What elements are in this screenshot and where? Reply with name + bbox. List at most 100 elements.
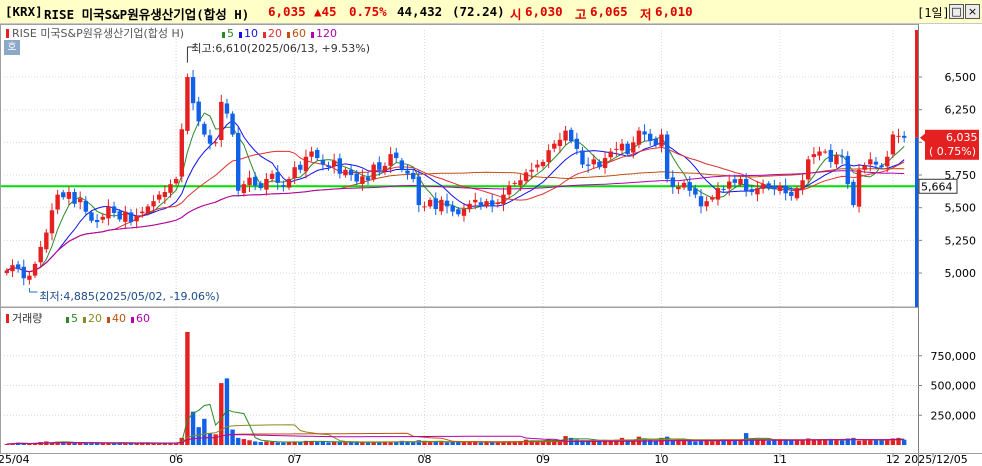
candle-body	[664, 134, 670, 179]
time-tick-label: 07	[288, 453, 302, 466]
volume-bar	[94, 443, 100, 445]
volume-bar	[828, 439, 834, 445]
candle-body	[331, 160, 337, 167]
quote-side-button[interactable]: 호	[4, 40, 20, 55]
time-tick-label: 09	[536, 453, 550, 466]
candle-body	[631, 142, 636, 153]
candle-body	[557, 139, 563, 147]
volume-bar	[399, 440, 405, 445]
volume-bar	[427, 442, 433, 445]
price-ma-line	[6, 170, 905, 273]
candle-body	[546, 150, 551, 162]
price-ma-label: 60	[292, 27, 306, 40]
candle-body	[157, 194, 162, 200]
volume-ratio: (72.24)	[452, 4, 505, 19]
candle-body	[394, 152, 399, 159]
volume-bar	[269, 441, 275, 445]
candle-body	[597, 161, 602, 168]
candle-body	[862, 165, 867, 170]
volume-legend-title: 거래량	[12, 312, 42, 325]
volume-bar	[303, 440, 309, 445]
candle-body	[794, 188, 800, 199]
volume-bar	[552, 440, 557, 445]
candle-body	[783, 185, 788, 194]
volume-bar	[202, 418, 207, 445]
candle-body	[388, 154, 393, 166]
candlestick-series	[4, 69, 907, 286]
candle-body	[275, 172, 280, 183]
volume-bar	[331, 442, 337, 445]
candle-body	[207, 135, 213, 144]
price-ma-line	[6, 146, 905, 273]
candle-body	[241, 184, 247, 194]
candle-body	[422, 206, 427, 208]
high-price: 6,065	[590, 4, 628, 19]
candle-body	[619, 143, 625, 151]
volume-ma-swatch	[131, 317, 134, 323]
volume-bar	[653, 440, 659, 445]
volume-tick-label: 500,000	[931, 380, 977, 393]
period-selector[interactable]: [1일]	[917, 6, 950, 20]
volume-ma-swatch	[107, 317, 110, 323]
candle-body	[563, 130, 568, 141]
candle-body	[574, 138, 580, 149]
volume-bar	[755, 439, 760, 445]
volume-ma-label: 60	[136, 312, 150, 325]
chart-area[interactable]: 5,0005,2505,5005,7506,0006,2506,500250,0…	[0, 24, 982, 466]
current-pct-label: ( 0.75%)	[929, 145, 976, 158]
candle-body	[320, 160, 326, 165]
candle-body	[506, 185, 512, 195]
candle-body	[32, 263, 38, 276]
time-tick-label: 10	[654, 453, 668, 466]
close-button[interactable]: ×	[965, 4, 980, 19]
candle-body	[89, 212, 94, 221]
candle-body	[162, 192, 168, 197]
volume-bar	[326, 442, 331, 445]
candle-body	[523, 172, 529, 182]
volume-bar	[523, 439, 529, 445]
candle-body	[766, 183, 771, 189]
volume-bar	[659, 437, 664, 445]
candle-body	[326, 165, 331, 168]
candle-body	[10, 265, 15, 272]
volume-bar	[281, 442, 286, 445]
volume-bar	[134, 443, 139, 445]
candle-body	[371, 164, 376, 180]
maximize-button[interactable]: □	[949, 4, 964, 19]
candle-body	[286, 178, 292, 188]
candle-body	[749, 189, 754, 193]
volume-bar	[219, 383, 224, 445]
volume-bar	[563, 436, 568, 445]
candle-body	[185, 77, 190, 131]
candle-body	[337, 158, 343, 174]
volume-bar	[320, 441, 326, 445]
price-ma-label: 10	[244, 27, 258, 40]
volume-bar	[885, 439, 890, 445]
candle-body	[27, 275, 32, 280]
gridlines	[4, 30, 918, 453]
volume-bar	[704, 440, 709, 445]
current-price: 6,035	[268, 4, 306, 19]
volume-bar	[789, 440, 794, 445]
current-price-marker: 6,035 ( 0.75%)	[920, 129, 979, 160]
price-tick-label: 5,000	[945, 267, 977, 280]
volume-bar	[286, 442, 292, 445]
volume-bar	[806, 438, 811, 445]
candle-body	[292, 167, 297, 179]
candle-body	[552, 143, 557, 149]
volume-bar	[715, 439, 721, 445]
candle-body	[704, 201, 709, 207]
candle-body	[315, 149, 320, 159]
candle-body	[806, 159, 811, 180]
volume-bar	[896, 437, 901, 445]
volume-bar	[450, 441, 455, 445]
volume-bar	[315, 442, 320, 445]
volume-bar	[111, 443, 117, 445]
volume-bar	[597, 440, 602, 445]
volume-bar	[625, 440, 630, 445]
candle-body	[15, 264, 21, 270]
volume-bar	[631, 440, 636, 445]
volume-bar	[851, 437, 856, 445]
candle-body	[38, 246, 43, 263]
candle-body	[343, 169, 348, 176]
